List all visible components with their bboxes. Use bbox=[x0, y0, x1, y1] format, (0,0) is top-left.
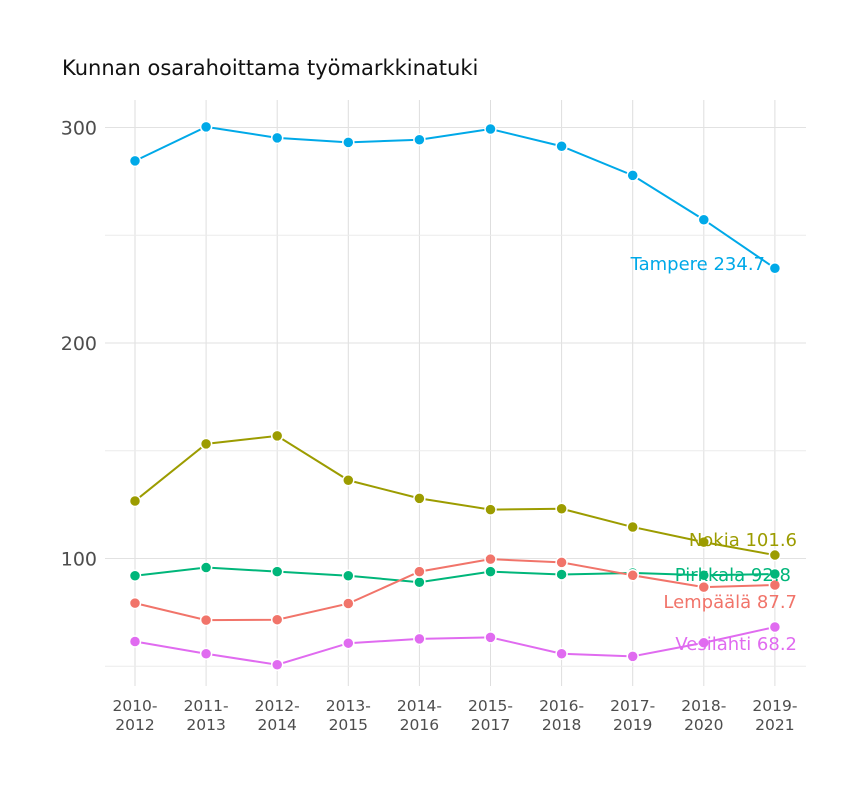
x-tick-label: 2012-2014 bbox=[255, 697, 300, 734]
end-label-vesilahti: Vesilahti 68.2 bbox=[675, 634, 797, 655]
x-tick-label: 2015-2017 bbox=[468, 697, 513, 734]
data-point-tampere bbox=[413, 133, 426, 147]
data-point-tampere bbox=[128, 154, 142, 168]
data-point-vesilahti bbox=[270, 658, 284, 671]
x-tick-label: 2010-2012 bbox=[112, 697, 157, 734]
data-point-vesilahti bbox=[128, 635, 142, 648]
data-point-nokia bbox=[413, 492, 426, 505]
end-label-tampere: Tampere 234.7 bbox=[630, 254, 765, 275]
data-point-lemp-l- bbox=[555, 556, 568, 569]
data-point-tampere bbox=[270, 131, 284, 145]
data-point-nokia bbox=[555, 502, 568, 515]
x-tick-label: 2018-2020 bbox=[681, 697, 726, 734]
data-point-nokia bbox=[199, 437, 213, 451]
series-line-pirkkala bbox=[134, 566, 775, 584]
x-tick-label: 2013-2015 bbox=[326, 697, 371, 734]
data-point-vesilahti bbox=[768, 620, 782, 634]
data-point-nokia bbox=[626, 520, 639, 534]
data-point-lemp-l- bbox=[342, 597, 355, 610]
data-point-pirkkala bbox=[342, 569, 355, 582]
x-tick-label: 2017-2019 bbox=[610, 697, 655, 734]
data-point-nokia bbox=[270, 429, 284, 443]
data-point-tampere bbox=[199, 120, 213, 134]
series-line-vesilahti bbox=[134, 626, 776, 666]
y-tick-label: 200 bbox=[61, 333, 97, 355]
data-point-lemp-l- bbox=[199, 613, 213, 627]
data-point-pirkkala bbox=[270, 565, 284, 578]
data-point-lemp-l- bbox=[626, 569, 639, 582]
data-point-vesilahti bbox=[199, 647, 213, 661]
data-point-lemp-l- bbox=[270, 613, 284, 626]
data-point-lemp-l- bbox=[128, 596, 142, 610]
data-point-nokia bbox=[768, 548, 782, 562]
data-point-pirkkala bbox=[128, 569, 142, 582]
data-point-pirkkala bbox=[413, 575, 426, 589]
x-tick-label: 2019-2021 bbox=[752, 697, 797, 734]
x-tick-label: 2011-2013 bbox=[184, 697, 229, 734]
data-point-tampere bbox=[697, 213, 711, 226]
data-point-nokia bbox=[697, 535, 711, 549]
data-point-nokia bbox=[484, 503, 497, 516]
end-label-lemp-l-: Lempäälä 87.7 bbox=[663, 592, 797, 613]
y-tick-label: 100 bbox=[61, 549, 97, 571]
data-point-vesilahti bbox=[626, 650, 639, 663]
x-tick-label: 2014-2016 bbox=[397, 697, 442, 734]
end-label-pirkkala: Pirkkala 92.8 bbox=[675, 565, 791, 586]
data-point-pirkkala bbox=[199, 561, 213, 574]
series-line-tampere bbox=[134, 125, 776, 270]
data-point-lemp-l- bbox=[697, 580, 711, 594]
data-point-vesilahti bbox=[697, 636, 711, 650]
data-point-tampere bbox=[768, 261, 782, 275]
series-line-lemp-l- bbox=[134, 558, 775, 622]
data-point-vesilahti bbox=[413, 632, 426, 646]
data-point-nokia bbox=[342, 474, 355, 487]
data-point-vesilahti bbox=[555, 647, 568, 661]
x-tick-label: 2016-2018 bbox=[539, 697, 584, 734]
end-label-nokia: Nokia 101.6 bbox=[689, 530, 797, 551]
data-point-vesilahti bbox=[484, 631, 497, 644]
data-point-tampere bbox=[555, 139, 568, 153]
chart-title: Kunnan osarahoittama työmarkkinatuki bbox=[62, 56, 479, 80]
data-point-lemp-l- bbox=[413, 565, 426, 578]
data-point-lemp-l- bbox=[768, 578, 782, 592]
data-point-pirkkala bbox=[697, 569, 711, 582]
data-point-tampere bbox=[626, 169, 639, 182]
data-point-vesilahti bbox=[342, 636, 355, 650]
data-point-pirkkala bbox=[555, 568, 568, 581]
data-point-pirkkala bbox=[484, 565, 497, 578]
series-line-nokia bbox=[134, 434, 776, 557]
data-point-lemp-l- bbox=[484, 552, 497, 566]
data-point-nokia bbox=[128, 494, 142, 508]
y-tick-label: 300 bbox=[61, 118, 97, 140]
data-point-tampere bbox=[342, 136, 355, 149]
data-point-tampere bbox=[484, 122, 497, 136]
